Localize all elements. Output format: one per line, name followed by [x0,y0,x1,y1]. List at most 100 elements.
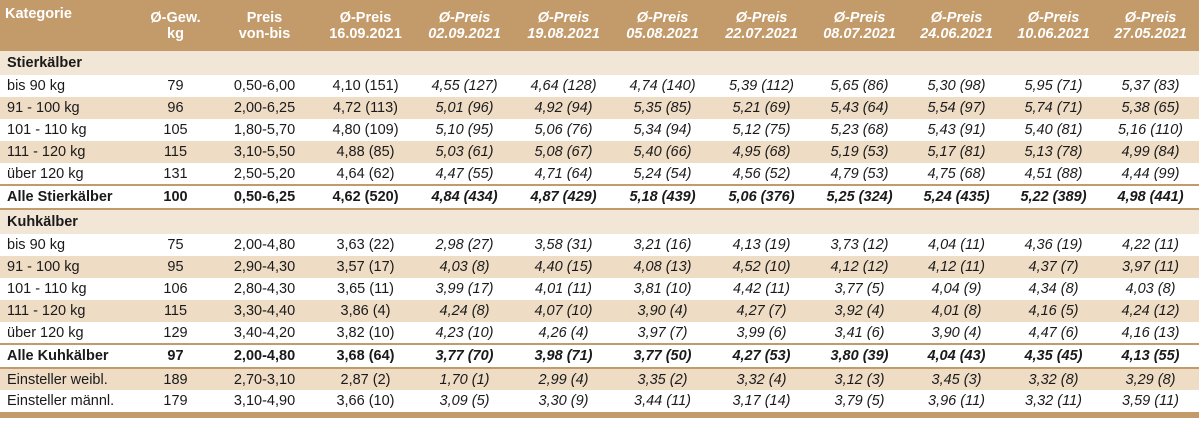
header-line2: 10.06.2021 [1017,25,1090,42]
value-cell: 4,71 (64) [514,163,613,185]
header-line2: von-bis [238,25,291,42]
header-line2: 08.07.2021 [823,25,896,42]
value-cell: 4,24 (8) [415,300,514,322]
table-row: 91 - 100 kg 96 2,00-6,25 4,72 (113) 5,01 (96… [0,97,1199,119]
value-cell: 4,12 (11) [908,256,1005,278]
value-cell: 3,32 (11) [1005,390,1102,412]
value-cell: 5,16 (110) [1102,119,1199,141]
value-cell: 4,79 (53) [811,163,908,185]
header-kategorie: Kategorie [0,0,138,51]
category-cell: Alle Kuhkälber [0,343,138,369]
header-line2: 05.08.2021 [626,25,699,42]
value-cell: 5,34 (94) [613,119,712,141]
value-cell: 4,88 (85) [316,141,415,163]
value-cell: 4,04 (43) [908,343,1005,369]
table-row: Einsteller weibl. 189 2,70-3,10 2,87 (2) 1,7… [0,368,1199,390]
value-cell: 3,66 (10) [316,390,415,412]
value-cell: 3,96 (11) [908,390,1005,412]
value-cell: 4,01 (11) [514,278,613,300]
table-row: 101 - 110 kg 105 1,80-5,70 4,80 (109) 5,10 (… [0,119,1199,141]
table-row: 91 - 100 kg 95 2,90-4,30 3,57 (17) 4,03 (8) 4… [0,256,1199,278]
value-cell: 3,10-5,50 [213,141,316,163]
value-cell: 131 [138,163,213,185]
value-cell: 4,62 (520) [316,184,415,210]
table-row: bis 90 kg 79 0,50-6,00 4,10 (151) 4,55 (127)… [0,75,1199,97]
header-line1: Ø-Preis [537,9,590,26]
table-header: Kategorie Ø-Gew. kg Preis von-bis Ø-Preis 16.0… [0,0,1199,51]
header-col-1: Ø-Gew. kg [138,0,213,51]
table-row: über 120 kg 131 2,50-5,20 4,64 (62) 4,47 (55… [0,163,1199,185]
category-cell: 91 - 100 kg [0,256,138,278]
value-cell: 3,82 (10) [316,322,415,344]
value-cell: 5,38 (65) [1102,97,1199,119]
value-cell: 5,06 (76) [514,119,613,141]
header-col-6: Ø-Preis 05.08.2021 [613,0,712,51]
category-cell: 91 - 100 kg [0,97,138,119]
value-cell: 5,24 (54) [613,163,712,185]
value-cell: 5,06 (376) [712,184,811,210]
value-cell: 100 [138,184,213,210]
value-cell: 5,21 (69) [712,97,811,119]
value-cell: 4,23 (10) [415,322,514,344]
value-cell: 4,01 (8) [908,300,1005,322]
value-cell: 4,08 (13) [613,256,712,278]
section-row: Kuhkälber [0,209,1199,234]
value-cell: 3,21 (16) [613,234,712,256]
header-col-3: Ø-Preis 16.09.2021 [316,0,415,51]
value-cell: 1,70 (1) [415,368,514,390]
value-cell: 4,64 (128) [514,75,613,97]
category-cell: bis 90 kg [0,234,138,256]
value-cell: 3,40-4,20 [213,322,316,344]
value-cell: 75 [138,234,213,256]
value-cell: 4,74 (140) [613,75,712,97]
value-cell: 3,65 (11) [316,278,415,300]
category-cell: Alle Stierkälber [0,184,138,210]
value-cell: 5,19 (53) [811,141,908,163]
value-cell: 105 [138,119,213,141]
category-cell: Einsteller weibl. [0,368,138,390]
value-cell: 4,47 (6) [1005,322,1102,344]
value-cell: 4,52 (10) [712,256,811,278]
value-cell: 3,86 (4) [316,300,415,322]
value-cell: 3,32 (4) [712,368,811,390]
total-row: Alle Kuhkälber 97 2,00-4,80 3,68 (64) 3,77 (… [0,343,1199,369]
section-row: Stierkälber [0,51,1199,75]
value-cell: 4,36 (19) [1005,234,1102,256]
header-line2: 24.06.2021 [920,25,993,42]
value-cell: 5,95 (71) [1005,75,1102,97]
value-cell: 3,99 (6) [712,322,811,344]
value-cell: 5,39 (112) [712,75,811,97]
value-cell: 1,80-5,70 [213,119,316,141]
value-cell: 3,35 (2) [613,368,712,390]
category-cell: bis 90 kg [0,75,138,97]
price-table: Kategorie Ø-Gew. kg Preis von-bis Ø-Preis 16.0… [0,0,1199,412]
header-line2: 02.09.2021 [428,25,501,42]
value-cell: 3,10-4,90 [213,390,316,412]
value-cell: 2,50-5,20 [213,163,316,185]
value-cell: 5,35 (85) [613,97,712,119]
header-line1: Ø-Preis [339,9,392,26]
value-cell: 179 [138,390,213,412]
header-line2: 19.08.2021 [527,25,600,42]
header-line2: 22.07.2021 [725,25,798,42]
value-cell: 4,72 (113) [316,97,415,119]
value-cell: 3,30 (9) [514,390,613,412]
header-line1: Ø-Preis [833,9,886,26]
value-cell: 5,43 (91) [908,119,1005,141]
value-cell: 4,24 (12) [1102,300,1199,322]
value-cell: 5,43 (64) [811,97,908,119]
header-line2: kg [167,25,184,42]
value-cell: 4,13 (55) [1102,343,1199,369]
value-cell: 95 [138,256,213,278]
value-cell: 189 [138,368,213,390]
value-cell: 4,51 (88) [1005,163,1102,185]
header-col-9: Ø-Preis 24.06.2021 [908,0,1005,51]
value-cell: 4,26 (4) [514,322,613,344]
header-line2: 27.05.2021 [1114,25,1187,42]
value-cell: 115 [138,141,213,163]
value-cell: 3,92 (4) [811,300,908,322]
value-cell: 3,81 (10) [613,278,712,300]
bottom-bar [0,412,1199,418]
value-cell: 5,23 (68) [811,119,908,141]
value-cell: 4,40 (15) [514,256,613,278]
